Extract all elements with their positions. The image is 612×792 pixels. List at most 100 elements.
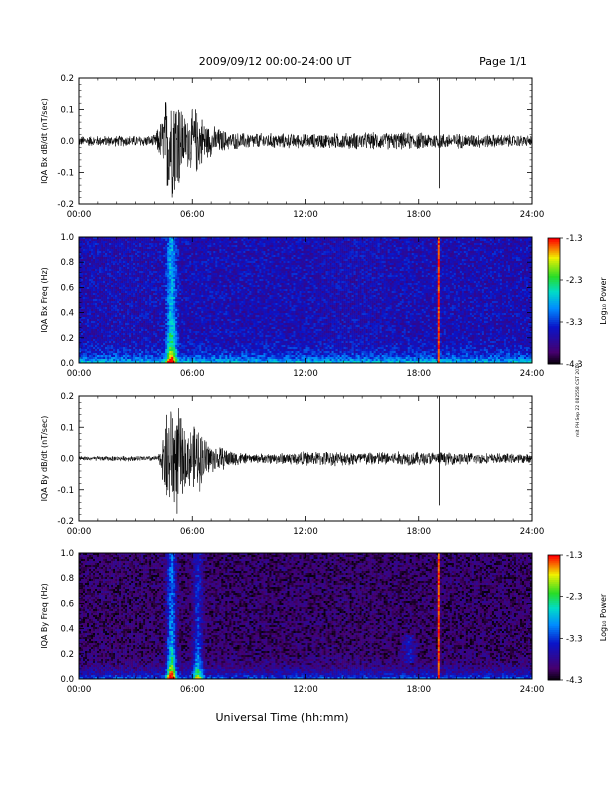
spectrogram-cell [131, 267, 133, 269]
spectrogram-cell [221, 277, 223, 279]
spectrogram-cell [221, 337, 223, 339]
spectrogram-cell [225, 293, 227, 295]
spectrogram-cell [117, 269, 119, 271]
spectrogram-cell [189, 347, 191, 349]
spectrogram-cell [225, 321, 227, 323]
spectrogram-cell [83, 339, 85, 341]
spectrogram-cell [143, 299, 145, 301]
spectrogram-cell [129, 353, 131, 355]
spectrogram-cell [81, 323, 83, 325]
spectrogram-cell [125, 279, 127, 281]
spectrogram-cell [115, 341, 117, 343]
spectrogram-cell [221, 269, 223, 271]
spectrogram-cell [163, 321, 165, 323]
spectrogram-cell [151, 259, 153, 261]
spectrogram-cell [145, 255, 147, 257]
spectrogram-cell [211, 267, 213, 269]
spectrogram-cell [131, 253, 133, 255]
spectrogram-cell [85, 319, 87, 321]
spectrogram-cell [157, 295, 159, 297]
spectrogram-cell [205, 341, 207, 343]
spectrogram-cell [129, 263, 131, 265]
spectrogram-cell [163, 273, 165, 275]
spectrogram-cell [147, 349, 149, 351]
spectrogram-cell [147, 271, 149, 273]
spectrogram-cell [127, 269, 129, 271]
spectrogram-cell [147, 241, 149, 243]
spectrogram-cell [183, 281, 185, 283]
spectrogram-cell [179, 329, 181, 331]
spectrogram-cell [193, 357, 195, 359]
spectrogram-cell [81, 325, 83, 327]
spectrogram-cell [105, 335, 107, 337]
spectrogram-cell [183, 291, 185, 293]
spectrogram-cell [81, 317, 83, 319]
spectrogram-cell [93, 353, 95, 355]
spectrogram-cell [161, 265, 163, 267]
spectrogram-cell [163, 353, 165, 355]
spectrogram-cell [157, 273, 159, 275]
spectrogram-cell [161, 239, 163, 241]
spectrogram-cell [155, 259, 157, 261]
spectrogram-cell [121, 251, 123, 253]
spectrogram-cell [139, 349, 141, 351]
spectrogram-cell [115, 269, 117, 271]
spectrogram-cell [139, 321, 141, 323]
spectrogram-cell [109, 271, 111, 273]
spectrogram-cell [107, 349, 109, 351]
spectrogram-cell [207, 287, 209, 289]
spectrogram-cell [177, 293, 179, 295]
spectrogram-cell [135, 277, 137, 279]
spectrogram-cell [197, 285, 199, 287]
spectrogram-cell [87, 321, 89, 323]
spectrogram-cell [155, 281, 157, 283]
spectrogram-cell [223, 261, 225, 263]
spectrogram-cell [155, 269, 157, 271]
spectrogram-cell [155, 265, 157, 267]
spectrogram-cell [187, 307, 189, 309]
spectrogram-cell [209, 343, 211, 345]
spectrogram-cell [149, 279, 151, 281]
spectrogram-cell [135, 253, 137, 255]
spectrogram-cell [89, 293, 91, 295]
spectrogram-cell [127, 263, 129, 265]
spectrogram-cell [135, 269, 137, 271]
spectrogram-cell [203, 251, 205, 253]
spectrogram-cell [133, 271, 135, 273]
spectrogram-cell [151, 293, 153, 295]
spectrogram-cell [211, 251, 213, 253]
spectrogram-cell [227, 357, 229, 359]
spectrogram-cell [117, 277, 119, 279]
spectrogram-cell [213, 275, 215, 277]
spectrogram-cell [217, 327, 219, 329]
spectrogram-cell [103, 315, 105, 317]
spectrogram-cell [179, 281, 181, 283]
spectrogram-cell [133, 303, 135, 305]
spectrogram-cell [183, 263, 185, 265]
spectrogram-cell [177, 285, 179, 287]
spectrogram-cell [231, 309, 233, 311]
spectrogram-cell [125, 319, 127, 321]
spectrogram-cell [163, 331, 165, 333]
spectrogram-cell [133, 289, 135, 291]
spectrogram-cell [225, 343, 227, 345]
spectrogram-cell [153, 311, 155, 313]
spectrogram-cell [145, 327, 147, 329]
spectrogram-cell [87, 287, 89, 289]
spectrogram-cell [231, 297, 233, 299]
spectrogram-cell [81, 293, 83, 295]
spectrogram-cell [165, 333, 167, 335]
spectrogram-cell [103, 349, 105, 351]
spectrogram-cell [93, 271, 95, 273]
spectrogram-cell [171, 297, 173, 299]
spectrogram-cell [193, 313, 195, 315]
spectrogram-cell [215, 315, 217, 317]
spectrogram-cell [209, 317, 211, 319]
spectrogram-cell [131, 321, 133, 323]
spectrogram-cell [169, 291, 171, 293]
spectrogram-cell [163, 325, 165, 327]
spectrogram-cell [211, 287, 213, 289]
spectrogram-cell [181, 357, 183, 359]
spectrogram-cell [227, 313, 229, 315]
spectrogram-cell [179, 323, 181, 325]
